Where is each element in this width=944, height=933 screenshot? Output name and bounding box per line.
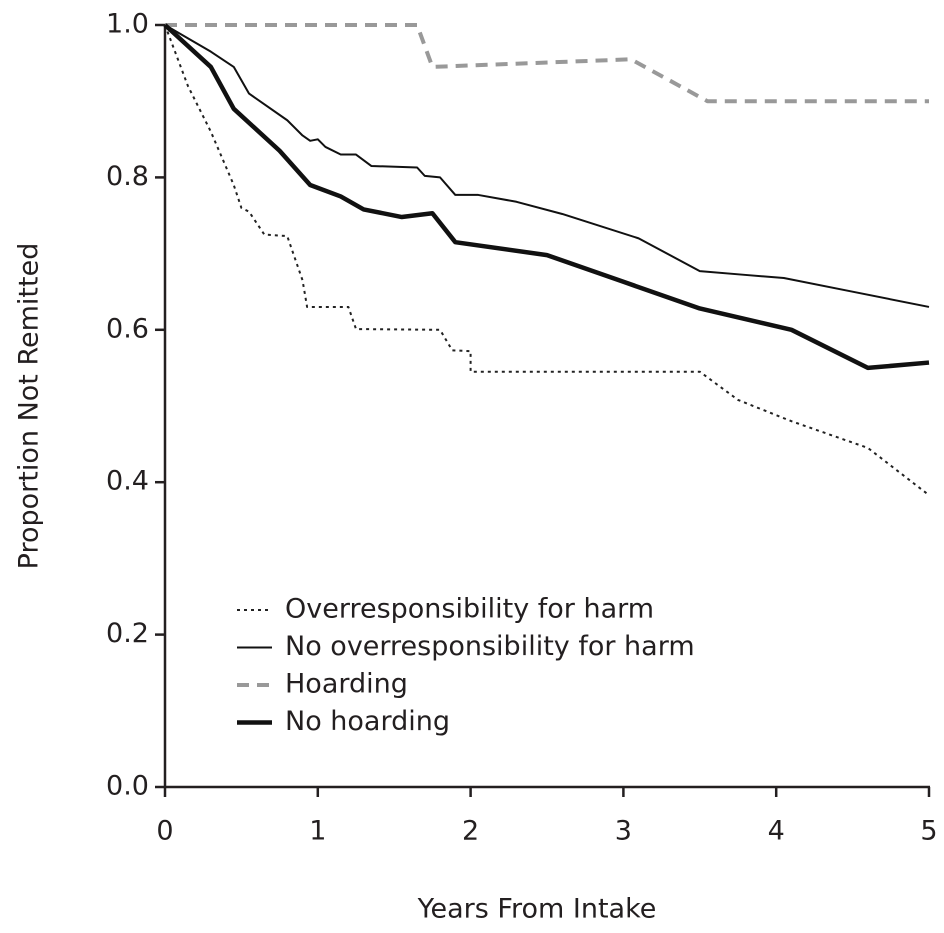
- series-line: [163, 23, 930, 371]
- y-tick-label: 0.8: [106, 161, 149, 192]
- legend-label: No hoarding: [285, 706, 450, 737]
- series-line: [164, 24, 930, 308]
- y-axis-label: Proportion Not Remitted: [14, 243, 45, 570]
- y-tick-label: 0.2: [106, 618, 149, 649]
- x-tick-label: 3: [615, 816, 632, 847]
- y-tick-label: 1.0: [106, 9, 149, 40]
- y-tick-label: 0.6: [106, 313, 149, 344]
- y-tick-label: 0.0: [106, 771, 149, 802]
- x-tick-label: 5: [920, 816, 937, 847]
- x-axis-label: Years From Intake: [417, 894, 657, 925]
- legend-label: No overresponsibility for harm: [285, 631, 695, 662]
- x-tick-label: 0: [156, 816, 173, 847]
- legend-label: Hoarding: [285, 669, 408, 700]
- legend-label: Overresponsibility for harm: [285, 594, 654, 625]
- x-tick-label: 4: [768, 816, 785, 847]
- series-line: [165, 23, 929, 104]
- series-line: [164, 24, 930, 496]
- x-tick-label: 2: [462, 816, 479, 847]
- x-tick-label: 1: [309, 816, 326, 847]
- y-tick-label: 0.4: [106, 466, 149, 497]
